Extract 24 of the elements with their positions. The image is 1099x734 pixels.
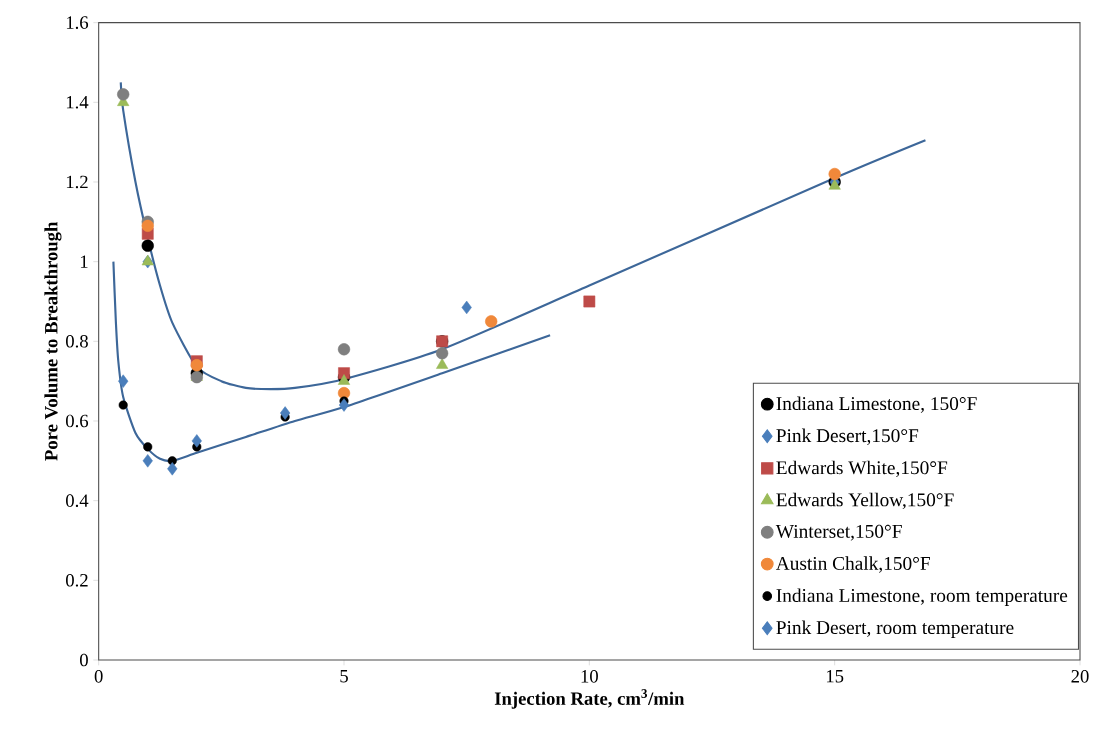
y-tick-label: 0 (80, 653, 88, 667)
x-axis-title: Injection Rate, cm$^{3}$/min (494, 689, 685, 709)
y-tick-label: 1.2 (66, 175, 88, 189)
legend-label: Pink Desert,150°F (776, 428, 919, 445)
y-tick-label: 0.4 (66, 494, 89, 507)
x-tick-label: 20 (1071, 670, 1089, 683)
legend-label: Edwards Yellow,150°F (776, 492, 954, 510)
legend-label: Indiana Limestone, 150°F (776, 396, 977, 413)
legend-label: Edwards White,150°F (776, 460, 948, 478)
x-tick-label: 5 (340, 670, 348, 683)
legend-label: Winterset,150°F (775, 524, 902, 541)
x-tick-label: 15 (826, 670, 844, 683)
legend-label: Pink Desert, room temperature (776, 620, 1014, 639)
x-tick-label: 10 (581, 670, 598, 683)
y-tick-label: 0.6 (66, 414, 89, 428)
x-tick-label: 0 (94, 670, 103, 683)
y-tick-label: 0.2 (66, 573, 88, 587)
legend-label: Indiana Limestone, room temperature (776, 588, 1068, 606)
y-tick-label: 1.6 (66, 16, 89, 29)
y-tick-label: 1.4 (66, 96, 89, 109)
y-tick-label: 1 (80, 255, 88, 268)
y-tick-label: 0.8 (66, 334, 88, 348)
legend-label: Austin Chalk,150°F (775, 556, 930, 573)
y-axis-title: Pore Volume to Breakthrough (44, 221, 62, 461)
